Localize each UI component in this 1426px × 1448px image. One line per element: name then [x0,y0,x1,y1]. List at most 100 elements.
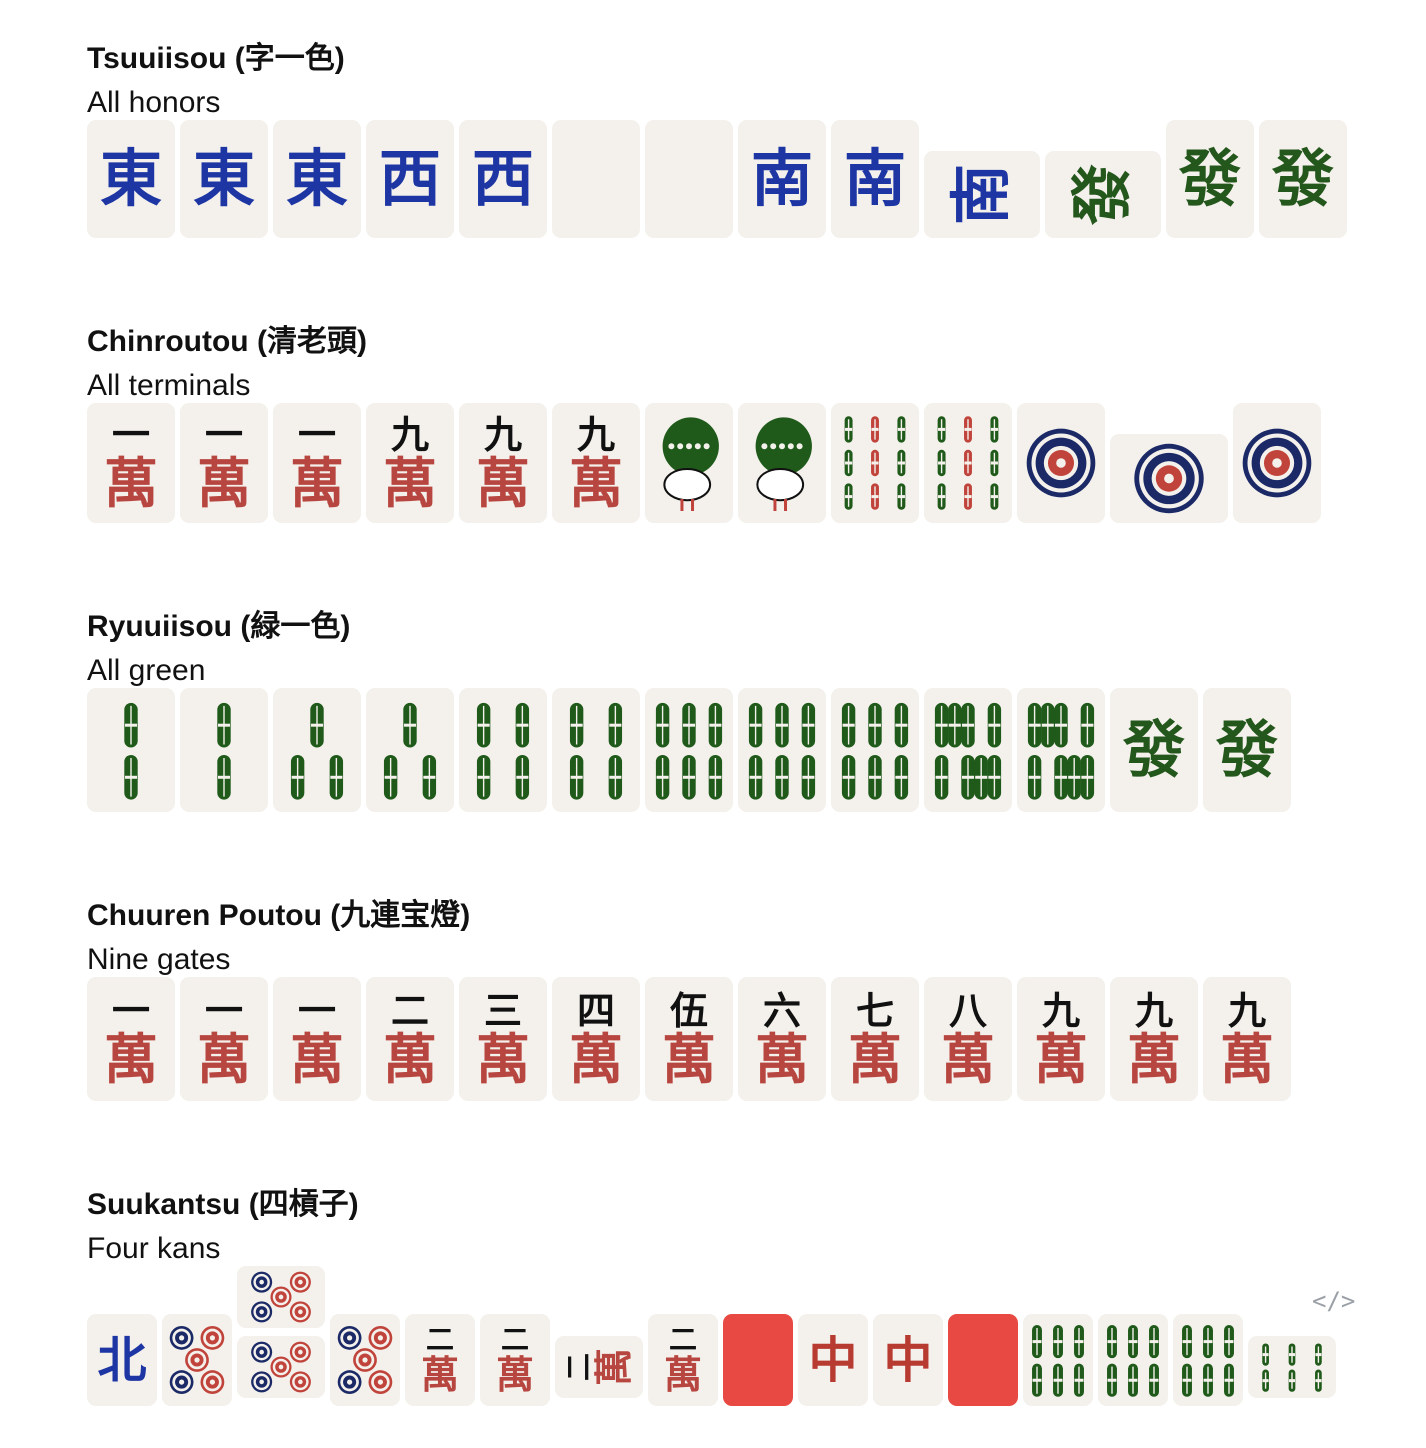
sou-3-icon [290,702,344,800]
mahjong-tile [1110,434,1228,523]
mahjong-tile: 九萬 [1017,977,1105,1101]
man-glyph: 一萬 [290,988,344,1091]
mahjong-tile [1248,1336,1336,1398]
mahjong-tile: 九萬 [1203,977,1291,1101]
mahjong-tile: 六萬 [738,977,826,1101]
honor-glyph: 南 [843,142,906,215]
mahjong-tile [1233,403,1321,523]
sou-8-icon [934,702,1002,800]
honor-glyph: 南 [946,163,1018,226]
sou-2-icon [217,702,231,800]
mahjong-tile [1017,403,1105,523]
hand-title: Suukantsu (四槓子) [87,1188,359,1221]
sou-2-icon [124,702,138,800]
honor-glyph: 南 [750,142,813,215]
tile-row: 一萬一萬一萬二萬三萬四萬伍萬六萬七萬八萬九萬九萬九萬 [87,977,1367,1101]
man-glyph: 九萬 [476,412,530,515]
pin-1-icon [1134,443,1204,514]
sou-9-icon [844,416,906,510]
mahjong-tile [273,688,361,812]
pin-5-icon [251,1341,311,1393]
sou-6-icon [748,702,816,800]
mahjong-tile: 西 [366,120,454,238]
mahjong-tile [1098,1314,1168,1406]
mahjong-tile [738,403,826,523]
man-glyph: 一萬 [197,988,251,1091]
mahjong-tile: 二萬 [480,1314,550,1406]
mahjong-tile: 一萬 [180,977,268,1101]
sou-6-icon [655,702,723,800]
mahjong-tile: 一萬 [273,977,361,1101]
mahjong-tile [237,1336,325,1398]
bird-icon [662,417,719,511]
tile-row: 北二萬二萬二萬二萬中中 [87,1266,1367,1406]
honor-glyph: 發 [1122,713,1185,786]
sou-6-icon [1107,1325,1159,1397]
mahjong-tile: 二萬 [405,1314,475,1406]
mahjong-tile: 發 [1203,688,1291,812]
section-tsuuiisou: Tsuuiisou (字一色) All honors 東東東西西南南南發發發 [87,42,1367,238]
hand-title: Chuuren Poutou (九連宝燈) [87,899,471,932]
section-chuuren-poutou: Chuuren Poutou (九連宝燈) Nine gates 一萬一萬一萬二… [87,899,1367,1101]
sou-6-icon [1182,1325,1234,1397]
man-glyph: 七萬 [848,988,902,1091]
mahjong-tile: 南 [924,151,1040,238]
mahjong-tile: 二萬 [648,1314,718,1406]
man-glyph: 一萬 [104,988,158,1091]
man-glyph: 九萬 [1127,988,1181,1091]
man-glyph: 八萬 [941,988,995,1091]
hand-subtitle: All green [87,654,206,687]
sou-6-icon [1262,1343,1322,1392]
honor-glyph: 發 [1271,142,1334,215]
man-glyph: 伍萬 [662,988,716,1091]
mahjong-tile: 九萬 [366,403,454,523]
man-glyph: 二萬 [561,1347,636,1387]
mahjong-tile [366,688,454,812]
mahjong-tile: 發 [1110,688,1198,812]
mahjong-tile [459,688,547,812]
hand-subtitle: Four kans [87,1232,221,1265]
hand-subtitle: All terminals [87,369,251,402]
mahjong-tile: 南 [738,120,826,238]
honor-glyph: 發 [1215,713,1278,786]
honor-glyph: 北 [97,1330,147,1389]
mahjong-tile: 二萬 [366,977,454,1101]
mahjong-tile: 八萬 [924,977,1012,1101]
hand-subtitle: Nine gates [87,943,231,976]
honor-glyph: 中 [808,1330,858,1389]
pin-1-icon [1242,428,1312,498]
hand-title: Chinroutou (清老頭) [87,325,367,358]
honor-glyph: 東 [192,142,255,215]
mahjong-tile [237,1266,325,1328]
mahjong-tile [1017,688,1105,812]
mahjong-tile: 一萬 [180,403,268,523]
mahjong-tile: 北 [87,1314,157,1406]
pin-1-icon [1026,428,1096,498]
mahjong-tile: 發 [1045,151,1161,238]
section-ryuuiisou: Ryuuiisou (緑一色) All green 發發 [87,610,1367,812]
man-glyph: 一萬 [104,412,158,515]
mahjong-tile [180,688,268,812]
honor-glyph: 發 [1178,142,1241,215]
section-suukantsu: Suukantsu (四槓子) Four kans 北二萬二萬二萬二萬中中 [87,1188,1367,1406]
mahjong-tile: 九萬 [459,403,547,523]
man-glyph: 九萬 [1034,988,1088,1091]
man-glyph: 九萬 [1220,988,1274,1091]
man-glyph: 一萬 [197,412,251,515]
mahjong-tile [330,1314,400,1406]
honor-glyph: 西 [471,142,534,215]
honor-glyph: 東 [99,142,162,215]
man-glyph: 二萬 [495,1323,534,1397]
sou-6-icon [1032,1325,1084,1397]
mahjong-tile [552,120,640,238]
tile-back [723,1314,793,1406]
code-icon[interactable]: </> [1312,1287,1356,1315]
mahjong-tile: 四萬 [552,977,640,1101]
mahjong-tile: 中 [873,1314,943,1406]
mahjong-tile: 二萬 [555,1336,643,1398]
hand-subtitle: All honors [87,86,221,119]
mahjong-tile: 一萬 [87,403,175,523]
mahjong-tile [924,403,1012,523]
honor-glyph: 中 [883,1330,933,1389]
man-glyph: 二萬 [383,988,437,1091]
